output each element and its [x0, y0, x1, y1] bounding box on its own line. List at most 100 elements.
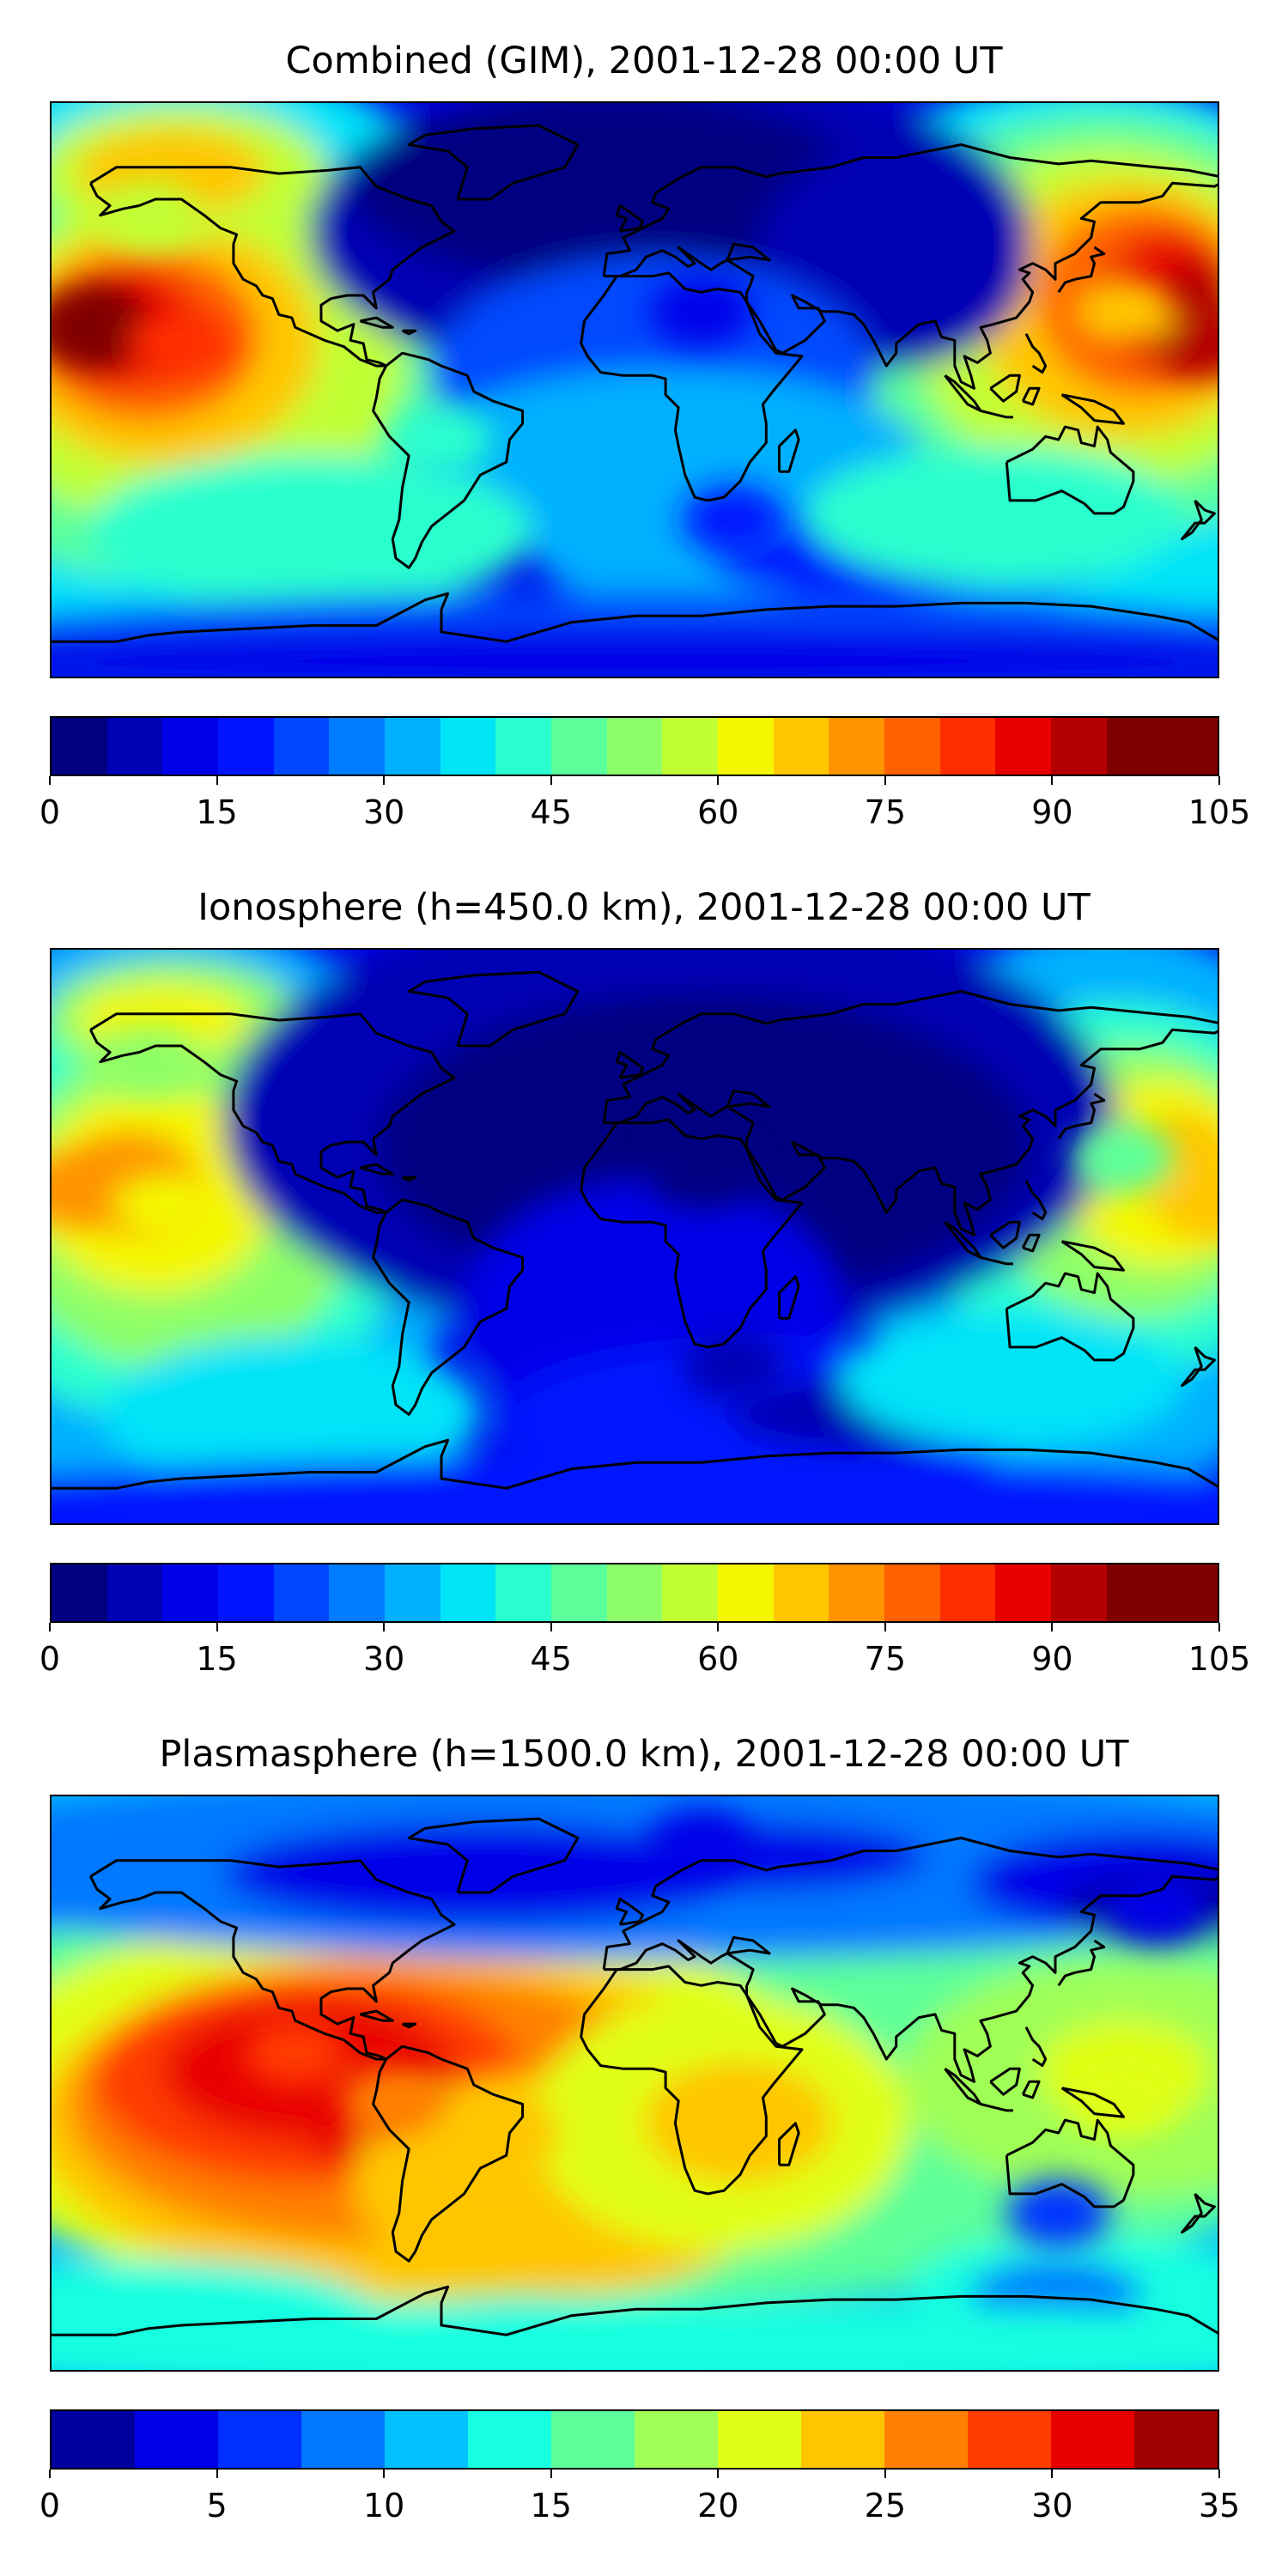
tick-mark	[1218, 2470, 1220, 2478]
colorbar	[50, 1563, 1219, 1623]
panel-ionosphere: Ionosphere (h=450.0 km), 2001-12-28 00:0…	[0, 847, 1288, 1705]
colorbar-segment	[995, 718, 1052, 775]
coastline	[615, 204, 645, 233]
colorbar-segment	[635, 2411, 718, 2468]
tick-mark	[717, 1623, 720, 1631]
coastline	[602, 1837, 1218, 1970]
coastline	[989, 374, 1021, 403]
tick-mark	[49, 2470, 51, 2478]
colorbar-segment	[1162, 718, 1218, 775]
field-peak	[52, 1156, 119, 1224]
colorbar-segment	[551, 2411, 635, 2468]
chart-title: Combined (GIM), 2001-12-28 00:00 UT	[285, 39, 1003, 82]
tick-label: 30	[1031, 2487, 1073, 2524]
tick-label: 30	[362, 793, 405, 831]
colorbar-ticks: 0 15 30 45 60 75 90 105	[39, 1623, 1250, 1678]
coastline	[580, 271, 804, 502]
coastline	[407, 970, 580, 1048]
coastline	[726, 1935, 771, 1955]
field-contour	[103, 1336, 481, 1491]
coastline	[89, 182, 386, 368]
tick-mark	[216, 1623, 218, 1631]
coastline	[980, 1255, 1013, 1266]
coastline	[52, 1438, 1218, 1490]
colorbar	[50, 716, 1219, 776]
tick-label: 30	[362, 1640, 405, 1678]
coastline	[1024, 1180, 1048, 1221]
coastline	[1024, 2026, 1048, 2068]
coastline	[1021, 1233, 1041, 1253]
tick-label: 35	[1198, 2487, 1241, 2524]
tick-label: 20	[697, 2487, 739, 2524]
coastline	[944, 1221, 982, 1259]
field-peak	[113, 1171, 217, 1241]
coastline	[980, 2102, 1013, 2112]
coastline	[359, 316, 394, 329]
colorbar-segment	[884, 1564, 940, 1621]
coastline	[615, 1051, 645, 1079]
colorbar-segment	[385, 2411, 468, 2468]
colorbar-segment	[551, 718, 607, 775]
coastline	[89, 1029, 386, 1214]
colorbar-segment	[662, 1564, 719, 1621]
field-contour	[86, 455, 532, 610]
coastline	[1057, 1939, 1106, 1987]
map-ionosphere	[50, 948, 1219, 1525]
coastline	[580, 1965, 804, 2196]
coastline	[52, 592, 1218, 643]
tick-mark	[1218, 776, 1220, 785]
tick-mark	[550, 776, 552, 785]
coastline	[359, 1163, 394, 1176]
tick-label: 0	[39, 2487, 61, 2524]
coastline	[726, 242, 771, 262]
coastlines	[52, 970, 1218, 1490]
colorbar-segment	[718, 1564, 774, 1621]
coastline	[778, 428, 800, 473]
coastline	[1024, 333, 1048, 374]
field-peak	[1104, 1874, 1208, 1943]
tick-label: 60	[697, 793, 739, 831]
field-contour	[352, 103, 867, 283]
coastline	[980, 409, 1013, 419]
colorbar-segment	[440, 718, 496, 775]
field-peak	[682, 485, 786, 555]
field-peak	[52, 293, 136, 362]
colorbar-segment	[606, 1564, 663, 1621]
tick-mark	[884, 776, 886, 785]
tick-label: 0	[39, 793, 61, 831]
field-contour	[52, 1456, 1218, 1523]
tick-mark	[49, 776, 51, 785]
coastline	[407, 1817, 580, 1894]
coastline	[1181, 499, 1216, 541]
colorbar-segment	[106, 1564, 163, 1621]
colorbar-segment	[495, 1564, 552, 1621]
colorbar-segment	[884, 2411, 968, 2468]
heatmap-combined	[52, 103, 1218, 677]
field-peak	[1072, 1123, 1176, 1193]
tick-label: 10	[362, 2487, 405, 2524]
panel-plasmasphere: Plasmasphere (h=1500.0 km), 2001-12-28 0…	[0, 1693, 1288, 2552]
map-combined	[50, 101, 1219, 678]
field-contour	[584, 1822, 927, 1891]
coastline	[1021, 2080, 1041, 2099]
coastlines	[52, 1817, 1218, 2336]
coastline	[1060, 2087, 1125, 2118]
tick-label: 105	[1188, 1640, 1251, 1678]
colorbar-segment	[385, 718, 440, 775]
tick-label: 105	[1188, 793, 1251, 831]
colorbar-ticks: 0 15 30 45 60 75 90 105	[39, 776, 1250, 831]
tick-label: 90	[1031, 793, 1073, 831]
colorbar-segment	[301, 2411, 385, 2468]
tick-label: 75	[864, 793, 907, 831]
coastline	[89, 166, 456, 368]
field-contour	[807, 447, 1185, 584]
coastline	[1057, 246, 1106, 294]
field-peak	[130, 309, 234, 378]
coastline	[604, 246, 755, 293]
colorbar-segment	[329, 718, 386, 775]
colorbar-segment	[718, 718, 774, 775]
coastline	[726, 1089, 771, 1109]
field-peak	[682, 2082, 786, 2152]
coastline	[89, 1012, 456, 1214]
coastline	[745, 1874, 1218, 2083]
